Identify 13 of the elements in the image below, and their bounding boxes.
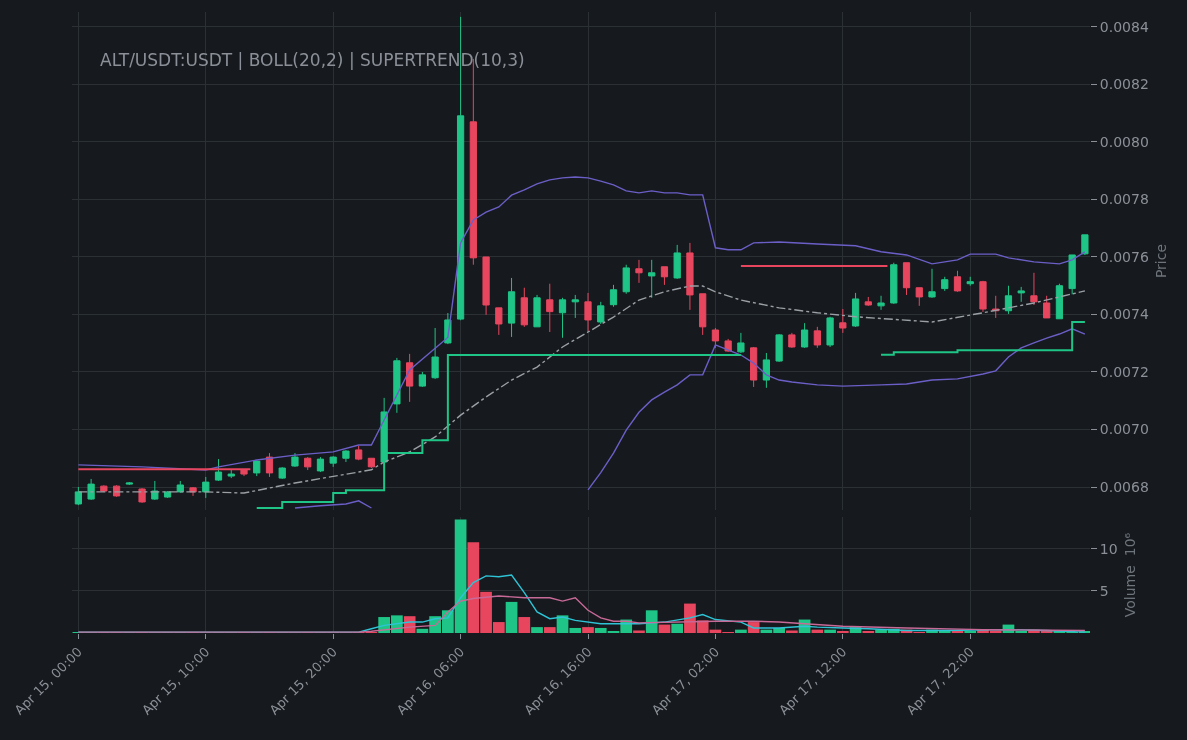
- y-tick-label: 0.0084: [1099, 18, 1149, 35]
- y-tick-label: 0.0082: [1099, 76, 1149, 93]
- y-tick-label: 0.0076: [1099, 248, 1149, 265]
- y-tick-label: 0.0072: [1099, 363, 1149, 380]
- y-axis-title: Price: [1153, 243, 1170, 279]
- y-tick-label: 0.0074: [1099, 306, 1149, 323]
- y-tick-label: 0.0080: [1099, 133, 1149, 150]
- y-axis-title: Volume 10⁶: [1121, 532, 1138, 618]
- y-tick-label: 5: [1099, 582, 1109, 599]
- y-tick-label: 0.0068: [1099, 478, 1149, 495]
- y-tick-label: 0.0070: [1099, 421, 1149, 438]
- y-tick-label: 10: [1099, 540, 1118, 557]
- y-tick-label: 0.0078: [1099, 191, 1149, 208]
